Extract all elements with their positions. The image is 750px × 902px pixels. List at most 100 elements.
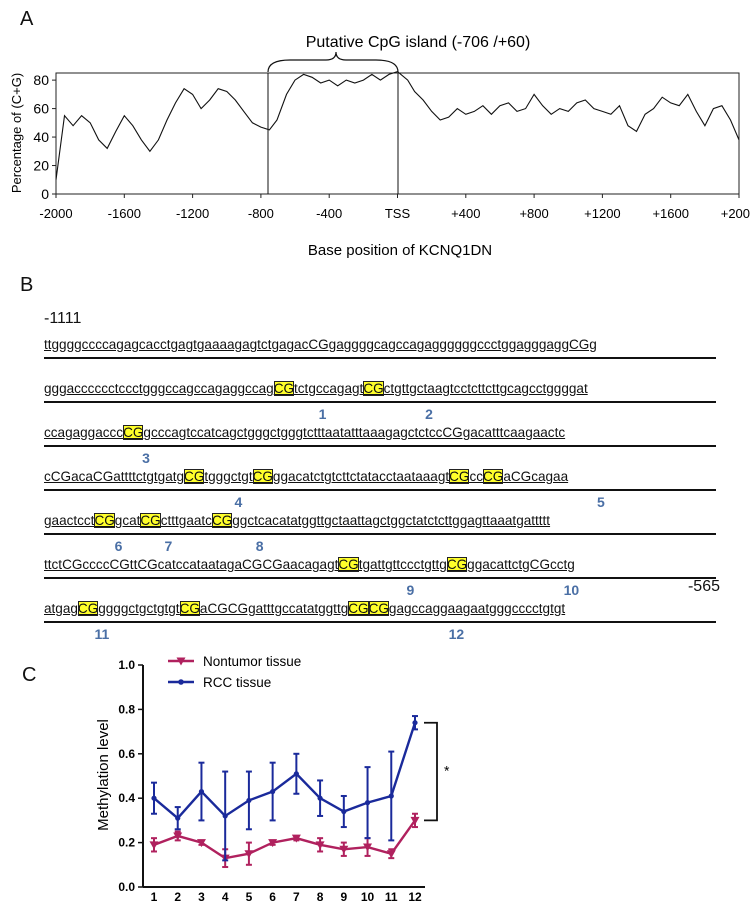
- cpg-site-highlight: CG: [94, 513, 115, 528]
- sequence-text: ccagaggaccc: [44, 425, 124, 440]
- meth-point: [222, 813, 228, 819]
- meth-point: [363, 843, 373, 852]
- meth-series-line: [153, 819, 416, 860]
- sequence-text: gcccagtccatcagctgggctgggtctttaatatttaaag…: [143, 425, 566, 440]
- meth-point: [412, 720, 418, 726]
- meth-point: [175, 815, 181, 821]
- sequence-text: ggggctgctgtgt: [98, 601, 180, 616]
- legend-marker: [178, 679, 184, 685]
- sequence-text: aCGCGgatttgccatatggttg: [199, 601, 349, 616]
- panel-c-label: C: [22, 664, 37, 686]
- meth-x-tick-label: 10: [361, 890, 375, 902]
- cpg-site-highlight: CG: [363, 381, 384, 396]
- sequence-text: ttctCGccccCGttCGcatccataatagaCGCGaacagag…: [44, 557, 339, 572]
- sequence-text: ggacatctgtcttctatacctaataaagt: [272, 469, 450, 484]
- meth-point: [268, 839, 278, 848]
- cpg-site-number: 10: [563, 582, 580, 598]
- panel-b-label: B: [20, 274, 34, 296]
- cpg-site-highlight: CG: [184, 469, 205, 484]
- meth-x-tick-label: 3: [198, 890, 205, 902]
- meth-x-tick-label: 2: [174, 890, 181, 902]
- meth-point: [410, 816, 420, 825]
- sequence-text: gagccaggaagaatgggcccctgtgt: [388, 601, 566, 616]
- cpg-site-number: 7: [164, 538, 173, 554]
- sequence-line: gaactcctCGgcatCGctttgaatcCGggctcacatatgg…: [44, 508, 716, 554]
- sequence-text: tgggctgt: [204, 469, 253, 484]
- meth-point: [293, 771, 299, 777]
- cpg-site-highlight: CG: [446, 557, 468, 572]
- meth-y-axis-label: Methylation level: [95, 719, 112, 831]
- cpg-site-highlight: CG: [483, 469, 504, 484]
- gc-content-chart: Putative CpG island (-706 /+60) 0 20 40 60 8…: [9, 34, 750, 259]
- cpg-site-highlight: CG: [348, 601, 369, 616]
- cpg-site-number: 12: [448, 626, 465, 642]
- gc-x-tick-label: +400: [451, 206, 480, 221]
- meth-point: [291, 834, 301, 843]
- cpg-site-number: 3: [142, 450, 150, 466]
- meth-point: [151, 795, 157, 801]
- meth-point: [244, 850, 254, 859]
- sequence-text: ggacattctgCGcctg: [467, 557, 575, 572]
- cpg-site-number: 6: [114, 538, 123, 554]
- cpg-site-number: 1: [318, 406, 327, 422]
- sequence-line: ccagaggacccCGgcccagtccatcagctgggctgggtct…: [44, 420, 716, 466]
- cpg-island-label: Putative CpG island (-706 /+60): [306, 34, 531, 51]
- meth-point: [339, 845, 349, 854]
- sequence-text: gaactcct: [44, 513, 95, 528]
- sequence-line: cCGacaCGattttctgtgatgCGtgggctgtCGggacatc…: [44, 464, 716, 510]
- cpg-site-number: 8: [255, 538, 264, 554]
- meth-point: [196, 839, 206, 848]
- meth-point: [198, 788, 205, 795]
- cpg-site-highlight: CG: [449, 469, 470, 484]
- meth-point: [220, 854, 230, 863]
- sequence-text: ctttgaatc: [160, 513, 212, 528]
- cpg-site-highlight: CG: [252, 469, 273, 484]
- cpg-site-number: 9: [406, 582, 415, 598]
- sequence-text: gggacccccctccctgggccagccagaggccag: [44, 381, 274, 396]
- cpg-site-number: 11: [94, 626, 110, 642]
- gc-y-tick-label: 80: [33, 72, 49, 88]
- meth-point: [317, 795, 323, 801]
- cpg-site-highlight: CG: [77, 601, 99, 616]
- gc-y-tick-label: 40: [33, 129, 49, 145]
- gc-x-tick-label: -1600: [108, 206, 141, 221]
- sequence-text: aCGcagaa: [503, 469, 569, 484]
- panel-a-label: A: [20, 8, 34, 30]
- sequence-text: cc: [469, 469, 484, 484]
- meth-point: [149, 841, 159, 850]
- sequence-line: gggacccccctccctgggccagccagaggccagCGtctgc…: [44, 376, 716, 422]
- meth-y-tick-label: 0.8: [118, 702, 135, 716]
- sequence-text: tctgccagagt: [294, 381, 364, 396]
- meth-x-tick-label: 12: [408, 890, 422, 902]
- gc-x-tick-label: +2000: [721, 206, 750, 221]
- meth-point: [386, 850, 396, 859]
- gc-x-tick-label: -400: [316, 206, 342, 221]
- meth-point: [246, 797, 252, 804]
- cpg-site-number: 2: [425, 406, 433, 422]
- cpg-site-highlight: CG: [273, 381, 295, 396]
- gc-x-tick-label: +1200: [584, 206, 621, 221]
- legend-label: Nontumor tissue: [203, 654, 301, 669]
- legend-marker: [176, 657, 186, 666]
- sequence-text: atgag: [44, 601, 78, 616]
- gc-x-tick-label: +800: [519, 206, 548, 221]
- gc-content-line: [55, 70, 740, 180]
- cpg-site-highlight: CG: [338, 557, 359, 572]
- meth-x-tick-label: 5: [246, 890, 253, 902]
- meth-y-tick-label: 0.6: [118, 747, 135, 761]
- meth-point: [173, 832, 183, 841]
- cpg-site-number: 5: [597, 494, 605, 510]
- gc-x-tick-label: -1200: [176, 206, 209, 221]
- sequence-text: ggctcacatatggttgctaattagctggctatctcttgga…: [232, 513, 551, 528]
- gc-x-axis-label: Base position of KCNQ1DN: [308, 242, 492, 259]
- sequence-line: ttggggccccagagcacctgagtgaaaagagtctgagacC…: [44, 332, 716, 359]
- cpg-site-number: 4: [234, 494, 243, 510]
- meth-point: [364, 800, 371, 806]
- meth-x-tick-label: 8: [317, 890, 324, 902]
- meth-point: [270, 788, 276, 795]
- significance-bracket: [424, 721, 438, 822]
- gc-y-tick-label: 0: [41, 186, 49, 202]
- gc-x-tick-label: TSS: [385, 206, 411, 221]
- cpg-site-highlight: CG: [140, 513, 161, 528]
- legend-label: RCC tissue: [203, 675, 271, 690]
